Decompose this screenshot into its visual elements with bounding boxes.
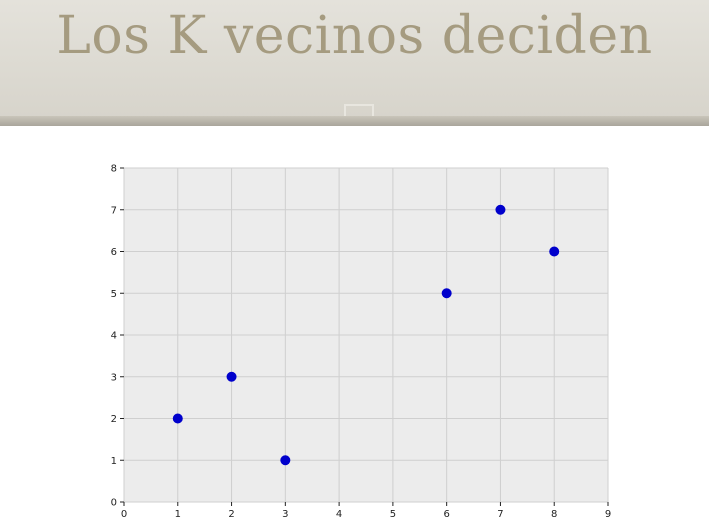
x-tick-label: 6 <box>443 509 449 520</box>
data-points <box>172 204 560 466</box>
x-tick-label: 3 <box>282 509 288 520</box>
x-tick-label: 5 <box>390 509 396 520</box>
slide-header: Los K vecinos deciden <box>0 0 709 126</box>
y-tick-label: 2 <box>111 414 117 425</box>
y-axis-ticks: 0 1 2 3 4 5 6 7 8 <box>111 164 124 509</box>
slide-title: Los K vecinos deciden <box>56 6 653 66</box>
data-point <box>172 413 183 424</box>
data-point <box>226 371 237 382</box>
y-tick-label: 7 <box>111 205 117 216</box>
y-tick-label: 3 <box>111 372 117 383</box>
data-point <box>280 455 291 466</box>
y-tick-label: 8 <box>111 164 117 175</box>
x-tick-label: 4 <box>336 509 342 520</box>
data-point <box>441 288 452 299</box>
y-tick-label: 4 <box>111 331 117 342</box>
scatter-chart: 0 1 2 3 4 5 6 7 8 9 0 1 2 3 4 5 6 7 8 <box>111 164 612 521</box>
x-tick-label: 9 <box>605 509 611 520</box>
x-tick-label: 1 <box>175 509 181 520</box>
data-point <box>549 246 560 257</box>
y-tick-label: 5 <box>111 289 117 300</box>
header-ornament <box>344 104 374 122</box>
x-tick-label: 8 <box>551 509 557 520</box>
data-point <box>495 204 506 215</box>
x-tick-label: 0 <box>121 509 127 520</box>
x-axis-ticks: 0 1 2 3 4 5 6 7 8 9 <box>121 502 611 520</box>
y-tick-label: 6 <box>111 247 117 258</box>
grid-lines <box>123 167 609 503</box>
x-tick-label: 2 <box>228 509 234 520</box>
y-tick-label: 1 <box>111 456 117 467</box>
y-tick-label: 0 <box>111 498 117 509</box>
x-tick-label: 7 <box>497 509 503 520</box>
